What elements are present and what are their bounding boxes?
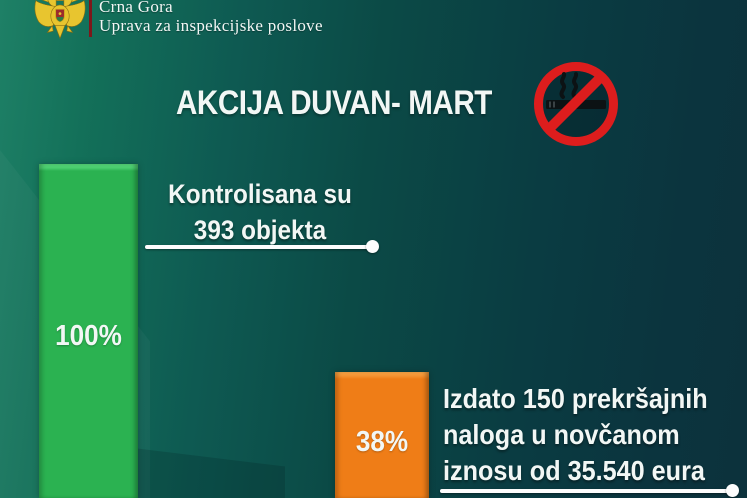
annotation-line: naloga u novčanom	[443, 419, 680, 450]
annotation-fined: Izdato 150 prekršajnih naloga u novčanom…	[443, 381, 708, 489]
leader-line-controlled	[145, 245, 369, 249]
annotation-line: Izdato 150 prekršajnih	[443, 383, 708, 414]
header-institution: Crna Gora Uprava za inspekcijske poslove	[99, 0, 323, 35]
bar-value-label: 38%	[355, 426, 409, 458]
annotation-line: iznosu od 35.540 eura	[443, 455, 705, 486]
background-facet	[130, 447, 285, 498]
leader-dot-controlled	[366, 240, 379, 253]
header-country-label: Crna Gora	[99, 0, 173, 16]
no-smoking-icon	[534, 62, 618, 146]
leader-line-fined	[440, 489, 731, 493]
bar-misdemeanor-orders: 38%	[335, 372, 429, 498]
page-title: AKCIJA DUVAN- MART	[176, 84, 492, 122]
annotation-line: 393 objekta	[193, 215, 327, 245]
header-divider	[89, 0, 92, 37]
annotation-controlled: Kontrolisana su 393 objekta	[152, 176, 368, 248]
montenegro-coat-of-arms-icon	[34, 0, 86, 40]
bar-controlled-objects: 100%	[39, 164, 138, 498]
header-org-label: Uprava za inspekcijske poslove	[99, 16, 323, 35]
leader-dot-fined	[726, 484, 739, 497]
annotation-line: Kontrolisana su	[168, 179, 352, 209]
bar-value-label: 100%	[55, 320, 122, 352]
